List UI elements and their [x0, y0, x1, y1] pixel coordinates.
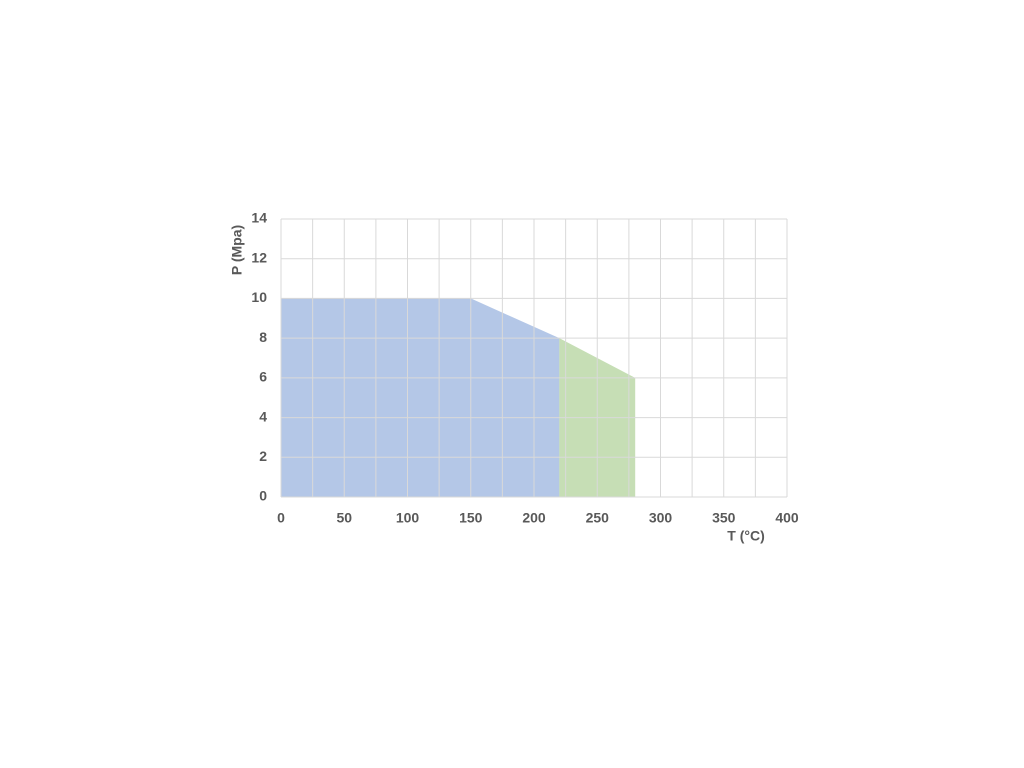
y-axis-label: P (Mpa) [229, 225, 245, 275]
x-tick-label: 200 [522, 510, 546, 526]
y-tick-label: 2 [259, 448, 267, 464]
y-tick-label: 6 [259, 369, 267, 385]
y-tick-label: 8 [259, 329, 267, 345]
y-tick-label: 14 [251, 210, 267, 226]
x-tick-label: 250 [586, 510, 610, 526]
y-tick-label: 10 [251, 289, 267, 305]
x-axis-label: T (°C) [727, 528, 764, 544]
area [281, 298, 560, 497]
x-tick-label: 0 [277, 510, 285, 526]
y-tick-label: 12 [251, 249, 267, 265]
x-tick-label: 400 [775, 510, 799, 526]
x-tick-label: 150 [459, 510, 483, 526]
x-tick-label: 100 [396, 510, 420, 526]
areas [281, 298, 636, 497]
y-tick-label: 4 [259, 408, 267, 424]
x-tick-label: 300 [649, 510, 673, 526]
y-tick-label: 0 [259, 488, 267, 504]
x-tick-label: 50 [336, 510, 352, 526]
grid [280, 218, 788, 498]
x-tick-label: 350 [712, 510, 736, 526]
